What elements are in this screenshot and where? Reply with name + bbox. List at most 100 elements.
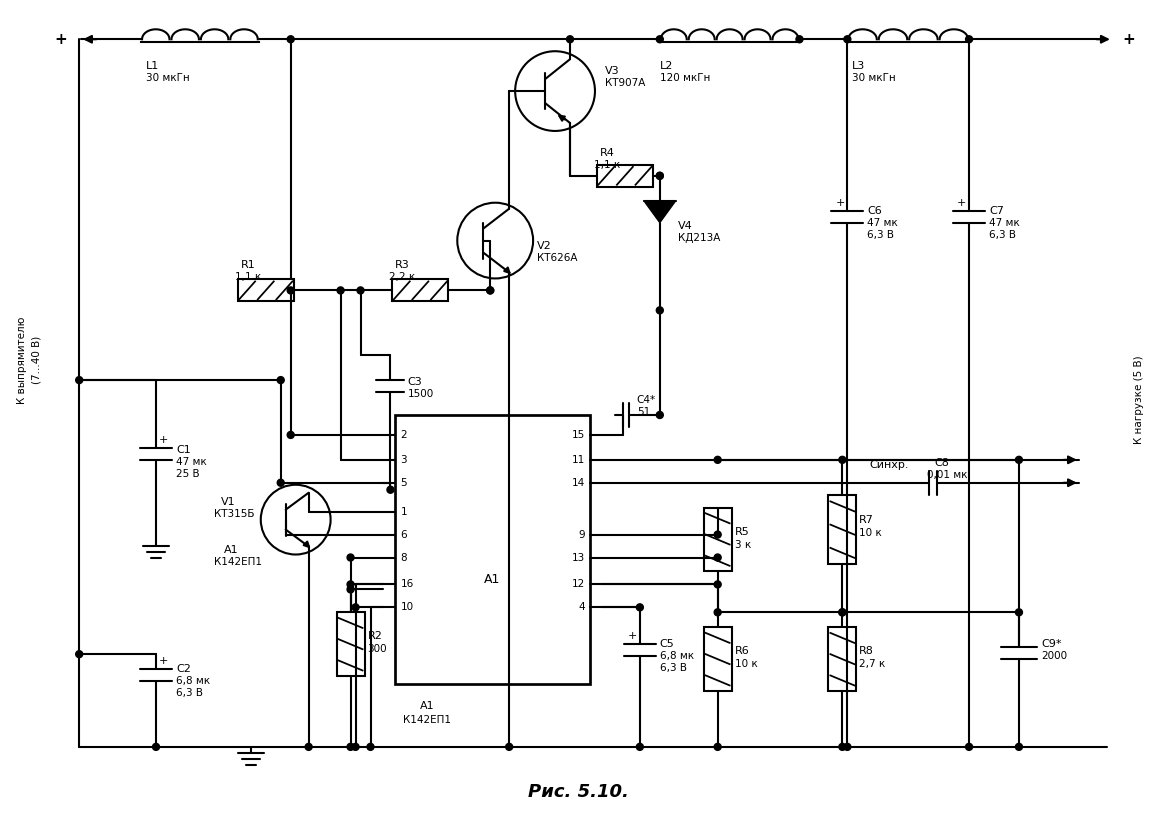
Text: R8: R8 [860, 646, 875, 656]
Circle shape [714, 554, 721, 561]
Text: +: + [835, 198, 845, 207]
Text: 47 мк: 47 мк [868, 217, 898, 228]
Text: К142ЕП1: К142ЕП1 [214, 557, 261, 568]
Text: 2,2 к: 2,2 к [389, 272, 415, 282]
Text: C5: C5 [659, 639, 675, 649]
Circle shape [287, 287, 294, 294]
Bar [597, 165, 653, 187]
Text: 12: 12 [572, 579, 585, 589]
Circle shape [714, 531, 721, 538]
Circle shape [75, 651, 82, 658]
Circle shape [636, 604, 643, 611]
Text: A1: A1 [420, 701, 435, 711]
Circle shape [839, 609, 846, 616]
Bar [703, 508, 731, 571]
Text: L1: L1 [146, 61, 160, 71]
Text: К нагрузке (5 В): К нагрузке (5 В) [1134, 356, 1143, 444]
Text: 16: 16 [400, 579, 414, 589]
Text: 2000: 2000 [1041, 651, 1067, 661]
Circle shape [656, 412, 663, 418]
Text: 6,3 В: 6,3 В [176, 688, 202, 698]
Circle shape [153, 743, 160, 751]
Text: C1: C1 [176, 445, 191, 455]
Circle shape [839, 456, 846, 463]
Text: Синхр.: Синхр. [869, 460, 908, 470]
Text: 300: 300 [368, 644, 388, 654]
Text: C9*: C9* [1041, 639, 1061, 649]
Text: C2: C2 [176, 664, 191, 674]
Text: R4: R4 [599, 148, 614, 158]
Text: 6,8 мк: 6,8 мк [659, 651, 694, 661]
Circle shape [714, 743, 721, 751]
Circle shape [839, 743, 846, 751]
Bar [238, 280, 294, 301]
Circle shape [386, 486, 393, 493]
Text: L2: L2 [659, 61, 673, 71]
Text: 1,1 к: 1,1 к [235, 272, 261, 282]
Text: 30 мкГн: 30 мкГн [853, 73, 896, 83]
Circle shape [656, 307, 663, 314]
Text: +: + [628, 631, 638, 641]
Text: 14: 14 [572, 478, 585, 488]
Text: +: + [54, 32, 67, 47]
Circle shape [278, 479, 285, 486]
Text: +: + [159, 656, 169, 666]
Text: 13: 13 [572, 552, 585, 562]
Circle shape [278, 377, 285, 384]
Bar [392, 280, 448, 301]
Text: +: + [159, 435, 169, 445]
Circle shape [358, 287, 364, 294]
Text: 6,3 В: 6,3 В [659, 663, 687, 673]
Circle shape [487, 287, 494, 294]
Circle shape [567, 35, 574, 43]
Circle shape [287, 35, 294, 43]
Circle shape [487, 287, 494, 294]
Text: 0,01 мк: 0,01 мк [927, 470, 967, 480]
Text: 5: 5 [400, 478, 407, 488]
Circle shape [636, 743, 643, 751]
Text: 47 мк: 47 мк [989, 217, 1019, 228]
Text: C6: C6 [868, 206, 882, 216]
Text: C8: C8 [934, 458, 949, 467]
Text: 3 к: 3 к [735, 540, 751, 550]
Circle shape [347, 743, 354, 751]
Circle shape [287, 431, 294, 439]
Text: V2: V2 [537, 240, 552, 250]
Text: 4: 4 [578, 602, 585, 612]
Text: +: + [1122, 32, 1135, 47]
Text: 47 мк: 47 мк [176, 457, 207, 467]
Circle shape [656, 172, 663, 179]
Text: 10: 10 [400, 602, 413, 612]
Text: R3: R3 [395, 261, 410, 271]
Text: 1500: 1500 [407, 389, 434, 399]
Polygon shape [643, 201, 676, 223]
Circle shape [966, 743, 973, 751]
Text: L3: L3 [853, 61, 865, 71]
Text: A1: A1 [484, 573, 500, 586]
Bar [703, 627, 731, 691]
Text: C3: C3 [407, 377, 422, 387]
Text: 3: 3 [400, 455, 407, 465]
Text: R7: R7 [860, 514, 875, 524]
Circle shape [506, 743, 513, 751]
Text: 30 мкГн: 30 мкГн [146, 73, 190, 83]
Text: К142ЕП1: К142ЕП1 [404, 715, 451, 725]
Circle shape [1016, 456, 1023, 463]
Text: V1: V1 [221, 497, 236, 507]
Circle shape [352, 604, 359, 611]
Circle shape [714, 456, 721, 463]
Text: R2: R2 [368, 631, 382, 641]
Circle shape [337, 287, 344, 294]
Text: 11: 11 [572, 455, 585, 465]
Text: КТ907А: КТ907А [605, 78, 646, 88]
Circle shape [843, 743, 850, 751]
Text: 10 к: 10 к [735, 659, 758, 669]
Circle shape [966, 35, 973, 43]
Text: 1: 1 [400, 507, 407, 517]
Circle shape [305, 743, 312, 751]
Bar [828, 495, 856, 565]
Text: V3: V3 [605, 66, 619, 77]
Text: C7: C7 [989, 206, 1004, 216]
Text: 6,3 В: 6,3 В [868, 230, 894, 239]
Text: 2: 2 [400, 430, 407, 440]
